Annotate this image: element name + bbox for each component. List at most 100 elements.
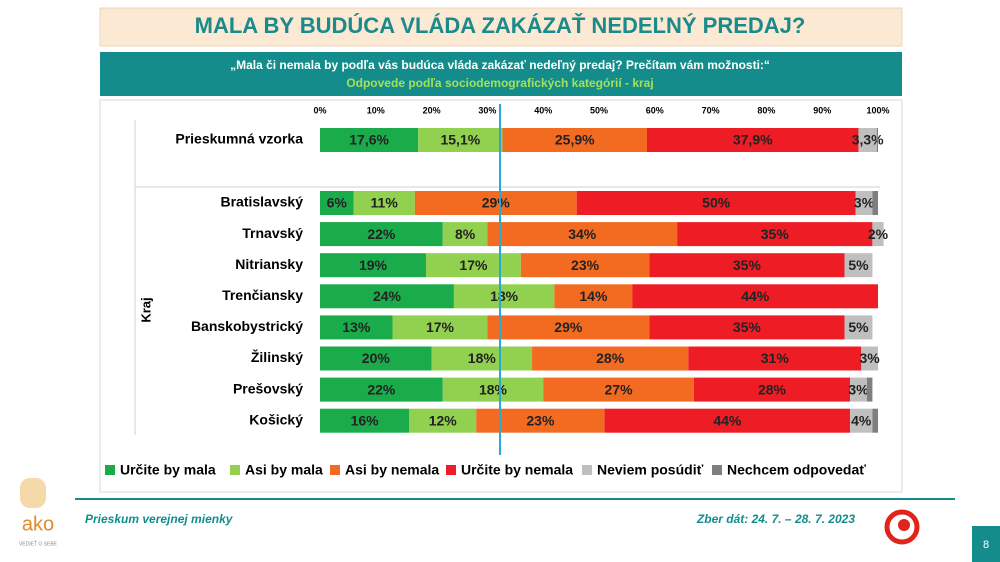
value-label: 34% [568, 226, 597, 242]
logo-head [20, 478, 46, 508]
value-label: 14% [579, 288, 608, 304]
bar-segment [872, 222, 884, 247]
value-label: 44% [713, 412, 742, 428]
value-label: 17% [426, 319, 455, 335]
bar-segment [320, 346, 432, 371]
category-label: Prieskumná vzorka [175, 131, 303, 147]
legend-swatch [446, 465, 456, 475]
bar-segment [320, 253, 427, 278]
footer-left: Prieskum verejnej mienky [85, 512, 234, 526]
x-tick-label: 60% [646, 105, 664, 115]
value-label: 3,3% [852, 132, 884, 148]
category-label: Žilinský [251, 348, 303, 365]
value-label: 16% [351, 412, 380, 428]
category-label: Banskobystrický [191, 318, 303, 334]
page-number: 8 [983, 539, 989, 551]
bar-segment [677, 222, 873, 247]
bar-segment [532, 346, 689, 371]
bar-segment [693, 377, 851, 402]
value-label: 6% [327, 195, 348, 211]
value-label: 50% [702, 195, 731, 211]
value-label: 15,1% [440, 132, 480, 148]
brand-icon [884, 509, 920, 545]
bar-segment [409, 408, 477, 433]
value-label: 37,9% [733, 132, 773, 148]
value-label: 24% [373, 288, 402, 304]
bar-segment [426, 253, 521, 278]
page-badge [972, 526, 1000, 562]
value-label: 5% [848, 319, 869, 335]
bar-segment [554, 284, 633, 309]
bar-segment [850, 408, 873, 433]
bar-segment [320, 408, 410, 433]
value-label: 11% [371, 195, 399, 211]
bar-segment [320, 191, 354, 215]
value-label: 2% [868, 226, 889, 242]
value-label: 28% [758, 381, 787, 397]
value-label: 29% [554, 319, 583, 335]
category-label: Nitriansky [235, 256, 303, 272]
value-label: 12% [429, 412, 458, 428]
legend-swatch [582, 465, 592, 475]
value-label: 23% [526, 412, 555, 428]
legend-label: Asi by nemala [345, 462, 439, 478]
bar-segment [476, 408, 605, 433]
bar-segment [649, 315, 845, 340]
bar-segment [487, 315, 650, 340]
bar-segment [320, 222, 443, 247]
bar-segment [688, 346, 862, 371]
x-tick-label: 70% [702, 105, 720, 115]
bar-segment [320, 284, 454, 309]
bar-segment [353, 191, 415, 215]
bar-segment [866, 377, 873, 402]
bar-segment [543, 377, 694, 402]
bar-segment [844, 253, 873, 278]
bar-segment [414, 191, 577, 215]
x-tick-label: 20% [423, 105, 441, 115]
footer-right: Zber dát: 24. 7. – 28. 7. 2023 [696, 512, 855, 526]
bar-segment [872, 408, 878, 433]
bar-segment [442, 222, 488, 247]
bar-segment [320, 128, 419, 152]
value-label: 3% [860, 350, 881, 366]
bar-segment [844, 315, 873, 340]
value-label: 18% [479, 381, 508, 397]
value-label: 19% [359, 257, 388, 273]
bar-segment [392, 315, 488, 340]
value-label: 20% [362, 350, 391, 366]
value-label: 28% [596, 350, 625, 366]
value-label: 3% [848, 381, 869, 397]
value-label: 31% [761, 350, 790, 366]
x-tick-label: 40% [534, 105, 552, 115]
x-tick-label: 30% [478, 105, 496, 115]
x-tick-label: 10% [367, 105, 385, 115]
value-label: 17,6% [349, 132, 389, 148]
brand-icon-dot [898, 519, 910, 531]
bar-segment [858, 128, 877, 152]
x-tick-label: 80% [757, 105, 775, 115]
x-tick-label: 0% [313, 105, 326, 115]
value-label: 18% [468, 350, 497, 366]
value-label: 18% [490, 288, 519, 304]
value-label: 5% [848, 257, 869, 273]
legend-label: Asi by mala [245, 462, 323, 478]
legend-swatch [230, 465, 240, 475]
value-label: 27% [605, 381, 634, 397]
bar-segment [632, 284, 878, 309]
bar-segment [453, 284, 555, 309]
value-label: 35% [761, 226, 790, 242]
legend-label: Nechcem odpovedať [727, 462, 866, 478]
category-label: Prešovský [233, 380, 303, 396]
legend-label: Určite by mala [120, 462, 216, 478]
category-label: Trnavský [242, 225, 303, 241]
bar-segment [646, 128, 859, 152]
category-label: Bratislavský [220, 194, 303, 210]
y-axis-label: Kraj [138, 297, 153, 322]
value-label: 4% [851, 412, 872, 428]
value-label: 22% [367, 381, 396, 397]
x-tick-label: 50% [590, 105, 608, 115]
value-label: 13% [342, 319, 371, 335]
value-label: 35% [733, 257, 762, 273]
x-tick-label: 90% [813, 105, 831, 115]
